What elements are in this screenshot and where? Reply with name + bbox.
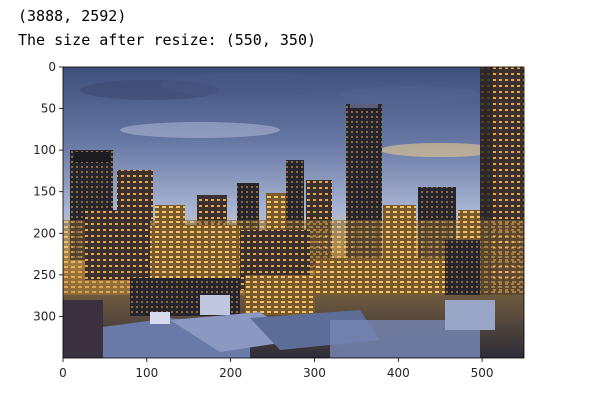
y-tick-label: 200	[33, 226, 56, 240]
y-tick-label: 300	[33, 309, 56, 323]
x-tick-label: 500	[471, 366, 494, 380]
x-tick-label: 0	[59, 366, 67, 380]
y-tick-label: 50	[41, 102, 56, 116]
y-tick-label: 150	[33, 185, 56, 199]
x-tick-label: 200	[219, 366, 242, 380]
y-tick-label: 0	[48, 60, 56, 74]
console-output-line-1: (3888, 2592)	[18, 7, 127, 25]
axes-frame	[62, 66, 525, 359]
x-tick-label: 100	[135, 366, 158, 380]
x-tick-label: 300	[303, 366, 326, 380]
console-output-line-2: The size after resize: (550, 350)	[18, 31, 317, 49]
x-tick-label: 400	[387, 366, 410, 380]
y-tick-label: 250	[33, 268, 56, 282]
plotted-image	[63, 67, 524, 358]
y-tick-label: 100	[33, 143, 56, 157]
